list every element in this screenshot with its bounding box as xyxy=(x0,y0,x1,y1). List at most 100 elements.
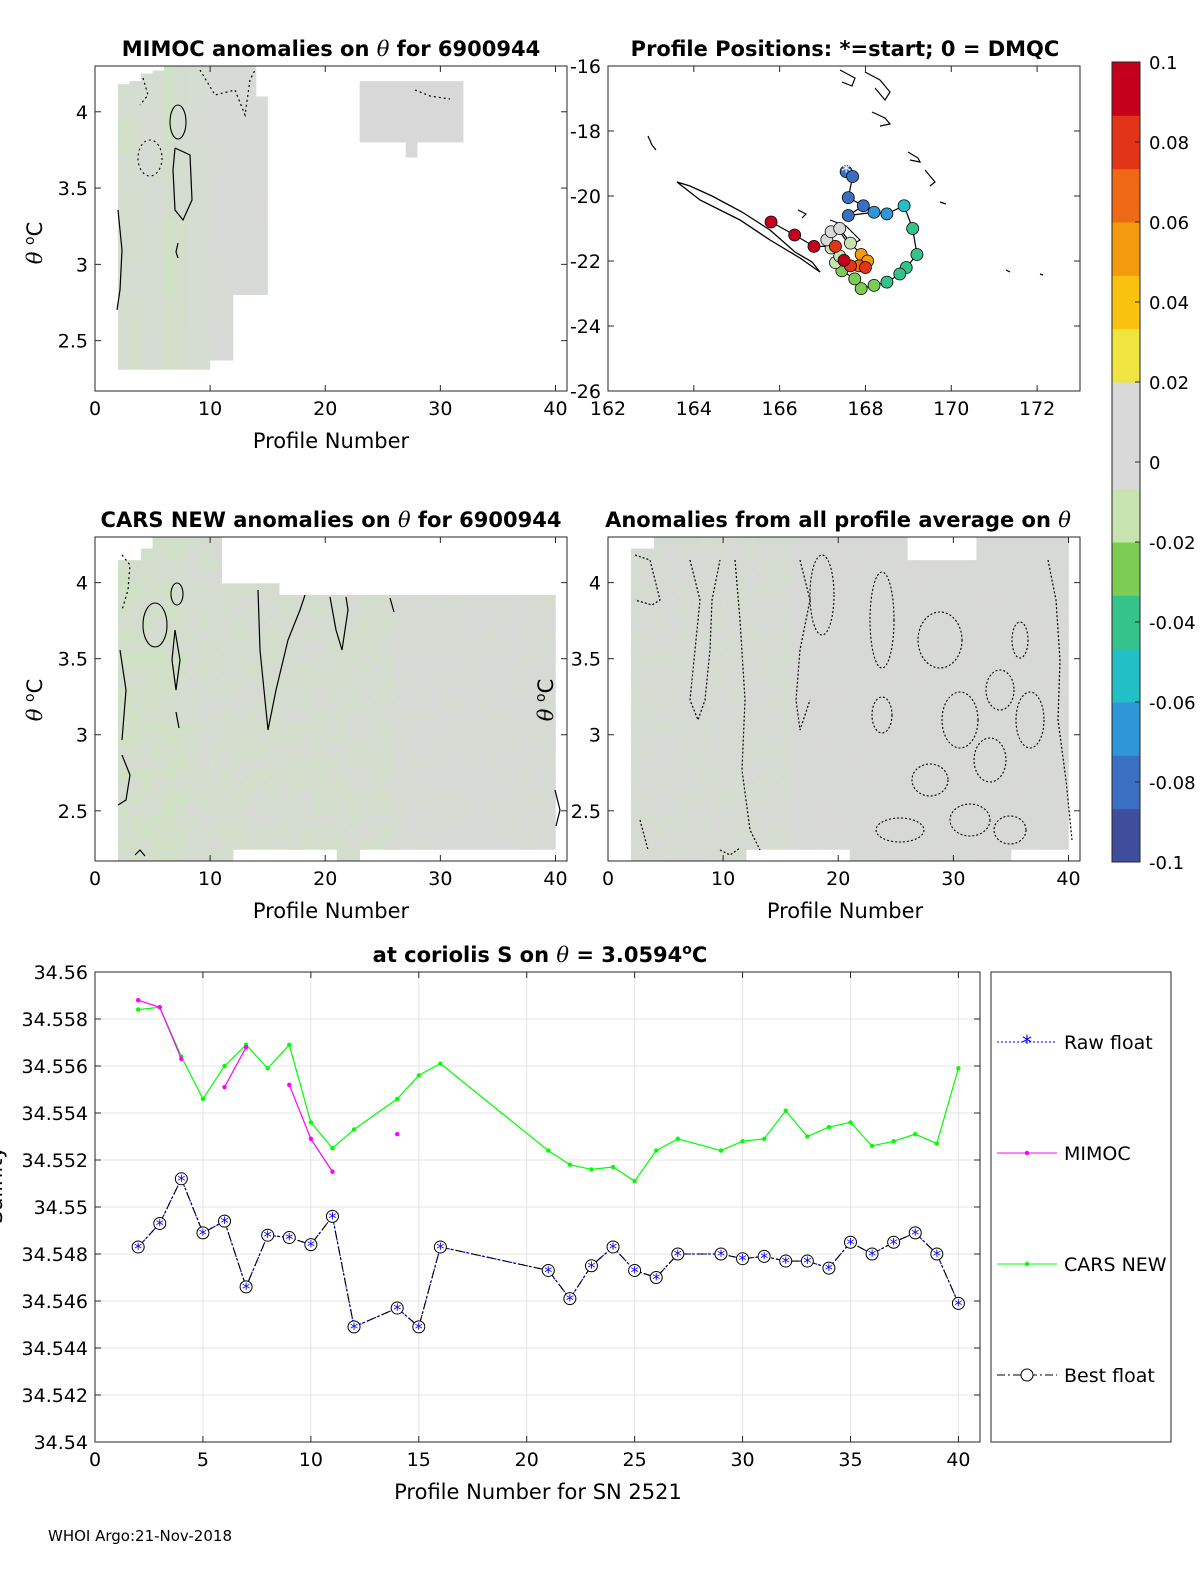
anomaly-cell xyxy=(976,537,989,549)
panel-title: Profile Positions: *=start; 0 = DMQC xyxy=(631,37,1060,61)
anomaly-cell xyxy=(987,687,1000,700)
anomaly-cell xyxy=(359,687,372,700)
y-tick-label: 3.5 xyxy=(58,649,88,671)
anomaly-cell xyxy=(849,641,862,654)
anomaly-cell xyxy=(221,803,234,816)
anomaly-cell xyxy=(826,537,839,549)
anomaly-cell xyxy=(474,641,487,654)
anomaly-cell xyxy=(129,826,142,839)
anomaly-cell xyxy=(677,745,689,758)
anomaly-cell xyxy=(463,687,476,700)
anomaly-cell xyxy=(256,791,268,804)
anomaly-cell xyxy=(769,826,781,839)
x-tick-label: 10 xyxy=(299,1449,323,1471)
anomaly-cell xyxy=(497,803,510,816)
anomaly-cell xyxy=(826,618,839,630)
anomaly-cell xyxy=(1010,780,1023,792)
anomaly-cell xyxy=(665,652,678,665)
anomaly-cell xyxy=(918,618,931,630)
anomaly-cell xyxy=(815,629,828,642)
anomaly-cell xyxy=(826,803,839,816)
anomaly-cell xyxy=(1010,675,1023,688)
anomaly-cell xyxy=(532,722,545,735)
anomaly-cell xyxy=(164,141,176,180)
anomaly-cell xyxy=(313,664,326,677)
anomaly-cell xyxy=(1033,780,1046,792)
anomaly-cell xyxy=(187,733,199,746)
anomaly-cell xyxy=(118,262,130,299)
anomaly-cell xyxy=(631,606,643,619)
anomaly-cell xyxy=(964,803,977,816)
raw-float-point: * xyxy=(156,1215,164,1234)
anomaly-cell xyxy=(999,641,1012,654)
y-tick-label: -18 xyxy=(570,121,601,143)
anomaly-cell xyxy=(654,548,666,561)
anomaly-cell xyxy=(463,814,476,827)
anomaly-cell xyxy=(884,803,897,816)
anomaly-cell xyxy=(631,629,643,642)
anomaly-cell xyxy=(769,606,781,619)
contour-line xyxy=(329,596,349,651)
anomaly-cell xyxy=(486,803,499,816)
anomaly-cell xyxy=(677,652,689,665)
anomaly-cell xyxy=(918,606,931,619)
anomaly-cell xyxy=(976,594,989,607)
anomaly-cell xyxy=(187,606,199,619)
anomaly-cell xyxy=(175,699,188,711)
anomaly-cell xyxy=(723,560,735,573)
anomaly-cell xyxy=(1010,537,1023,549)
anomaly-cell xyxy=(187,675,199,688)
anomaly-cell xyxy=(279,606,292,619)
anomaly-cell xyxy=(677,780,689,792)
anomaly-cell xyxy=(382,641,395,654)
anomaly-cell xyxy=(1045,618,1058,630)
anomaly-cell xyxy=(677,583,689,596)
anomaly-cell xyxy=(267,710,280,723)
anomaly-cell xyxy=(509,687,522,700)
anomaly-cell xyxy=(792,699,805,711)
anomaly-cell xyxy=(884,606,897,619)
anomaly-cell xyxy=(964,687,977,700)
anomaly-cell xyxy=(256,814,268,827)
anomaly-cell xyxy=(497,814,510,827)
anomaly-cell xyxy=(451,664,464,677)
anomaly-cell xyxy=(1022,780,1035,792)
cars-new-point xyxy=(783,1108,788,1113)
anomaly-cell xyxy=(244,594,257,607)
anomaly-cell xyxy=(953,849,966,862)
anomaly-cell xyxy=(233,826,245,839)
anomaly-cell xyxy=(313,618,326,630)
anomaly-cell xyxy=(907,594,920,607)
anomaly-cell xyxy=(187,722,199,735)
anomaly-cell xyxy=(1056,652,1069,665)
anomaly-cell xyxy=(872,733,885,746)
anomaly-cell xyxy=(1022,745,1035,758)
anomaly-cell xyxy=(838,687,851,700)
anomaly-cell xyxy=(815,641,828,654)
anomaly-cell xyxy=(941,571,954,584)
anomaly-cell xyxy=(244,710,257,723)
anomaly-cell xyxy=(290,664,303,677)
anomaly-cell xyxy=(428,699,441,711)
anomaly-cell xyxy=(164,331,176,370)
anomaly-cell xyxy=(757,803,770,816)
anomaly-cell xyxy=(688,814,701,827)
anomaly-cell xyxy=(953,733,966,746)
anomaly-cell xyxy=(382,629,395,642)
anomaly-cell xyxy=(175,641,188,654)
anomaly-cell xyxy=(198,791,211,804)
anomaly-cell xyxy=(746,583,758,596)
anomaly-cell xyxy=(359,826,372,839)
anomaly-cell xyxy=(532,675,545,688)
anomaly-cell xyxy=(999,780,1012,792)
anomaly-cell xyxy=(872,548,885,561)
anomaly-cell xyxy=(665,664,678,677)
anomaly-cell xyxy=(129,780,142,792)
anomaly-cell xyxy=(953,768,966,781)
best-float-point xyxy=(412,1320,426,1334)
anomaly-cell xyxy=(1045,652,1058,665)
anomaly-cell xyxy=(918,780,931,792)
anomaly-cell xyxy=(1045,583,1058,596)
